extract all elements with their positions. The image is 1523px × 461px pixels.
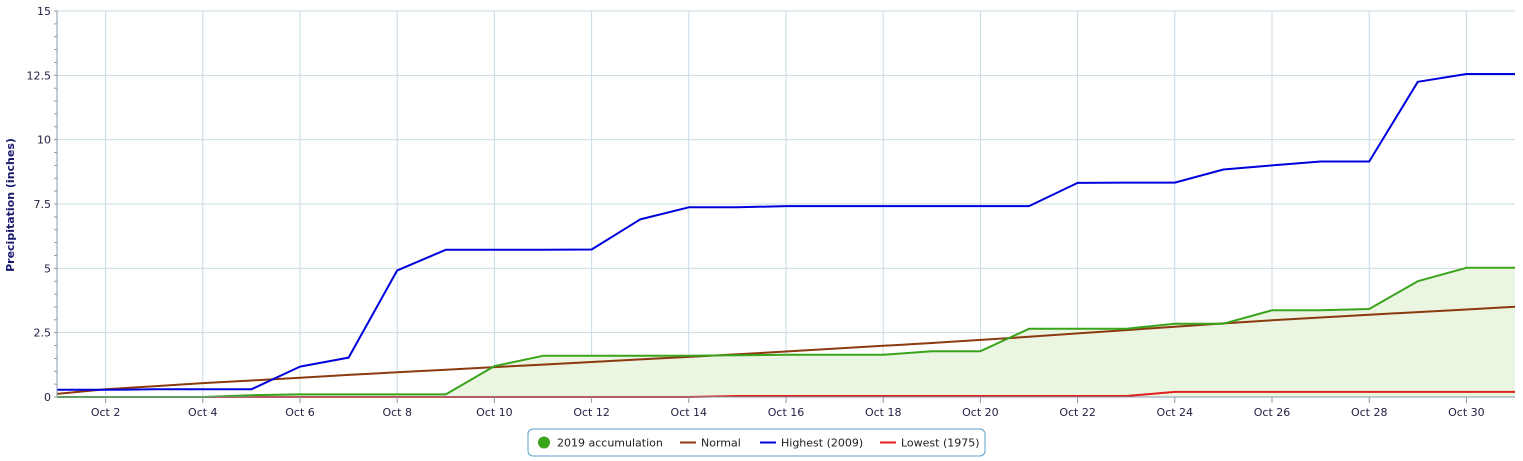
x-tick-label: Oct 30 <box>1448 406 1485 419</box>
series-area-0 <box>57 267 1515 397</box>
y-tick-label: 10 <box>37 134 51 147</box>
x-tick-label: Oct 20 <box>962 406 999 419</box>
x-tick-label: Oct 10 <box>476 406 513 419</box>
legend-item[interactable]: Lowest (1975) <box>880 437 980 450</box>
y-tick-label: 7.5 <box>34 198 52 211</box>
x-tick-label: Oct 8 <box>382 406 412 419</box>
x-tick-label: Oct 4 <box>188 406 218 419</box>
series-line-0 <box>57 266 1515 398</box>
legend-label: 2019 accumulation <box>557 437 663 450</box>
x-tick-label: Oct 26 <box>1254 406 1291 419</box>
y-tick-label: 2.5 <box>34 327 52 340</box>
y-axis-title: Precipitation (inches) <box>4 138 17 272</box>
series-line-1 <box>56 305 1516 395</box>
legend-label: Lowest (1975) <box>901 437 980 450</box>
axes: 0 2.5 5 7.5 10 12.5 15 Oct 2 Oct 4 Oct 6 Oct 8 Oct … <box>27 5 1515 419</box>
grid <box>57 10 1515 398</box>
series-lines <box>56 73 1516 398</box>
x-tick-label: Oct 6 <box>285 406 315 419</box>
legend-item[interactable]: 2019 accumulation <box>538 436 663 450</box>
x-tick-label: Oct 18 <box>865 406 902 419</box>
legend-box <box>527 428 986 457</box>
y-tick-label: 5 <box>44 262 51 275</box>
x-tick-label: Oct 24 <box>1157 406 1194 419</box>
legend-item[interactable]: Highest (2009) <box>760 437 863 450</box>
legend-marker-dot <box>538 436 550 449</box>
legend-label: Highest (2009) <box>781 437 863 450</box>
x-tick-label: Oct 2 <box>91 406 121 419</box>
series-line-2 <box>57 73 1515 391</box>
x-tick-label: Oct 12 <box>573 406 610 419</box>
y-tick-label: 12.5 <box>27 69 52 82</box>
legend-item[interactable]: Normal <box>680 437 741 450</box>
x-tick-label: Oct 28 <box>1351 406 1388 419</box>
x-tick-label: Oct 14 <box>671 406 708 419</box>
legend-label: Normal <box>701 437 741 450</box>
legend: 2019 accumulation Normal Highest (2009) Low… <box>527 428 986 457</box>
y-tick-label: 15 <box>37 5 51 18</box>
y-tick-label: 0 <box>44 391 51 404</box>
plot-area-fills <box>57 267 1515 397</box>
x-tick-label: Oct 22 <box>1059 406 1096 419</box>
x-tick-label: Oct 16 <box>768 406 805 419</box>
